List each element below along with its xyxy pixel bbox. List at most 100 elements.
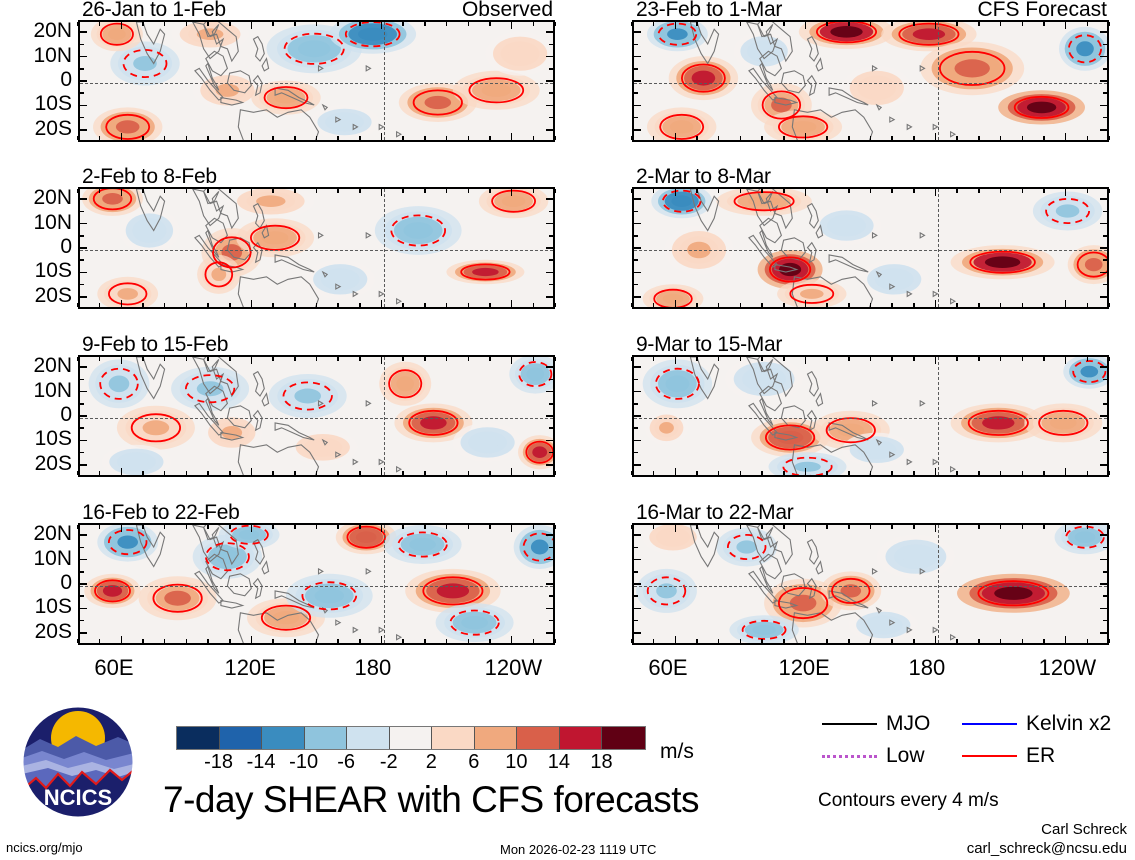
x-tick xyxy=(761,303,763,307)
er-contours xyxy=(99,22,525,140)
x-tick xyxy=(652,136,655,140)
x-tick xyxy=(120,189,123,196)
y-tick xyxy=(634,198,641,200)
x-tick xyxy=(869,22,872,26)
y-tick xyxy=(634,55,641,58)
y-tick xyxy=(1103,68,1107,70)
x-tick xyxy=(142,136,144,140)
y-tick xyxy=(1100,558,1107,561)
x-tick xyxy=(978,525,980,529)
y-tick xyxy=(549,210,553,213)
x-tick xyxy=(631,471,633,475)
y-tick xyxy=(549,259,553,261)
ncics-logo[interactable]: NCICS xyxy=(22,706,134,818)
shear-field-obs-2 xyxy=(80,189,553,307)
er-contours xyxy=(655,360,1107,475)
x-tick xyxy=(337,136,339,140)
y-tick xyxy=(1103,116,1107,119)
panel-obs-3: 9-Feb to 15-Feb xyxy=(77,333,556,477)
x-tick xyxy=(804,468,807,475)
x-tick xyxy=(913,357,915,361)
y-tick xyxy=(80,235,84,237)
x-tick xyxy=(869,471,872,475)
y-tick xyxy=(80,283,84,286)
y-tick xyxy=(634,31,641,33)
panel-obs-4: 16-Feb to 22-Feb xyxy=(77,501,556,645)
x-tick xyxy=(120,357,123,364)
x-tick xyxy=(913,22,915,26)
x-tick xyxy=(380,189,383,196)
x-tick xyxy=(510,468,513,475)
y-tick xyxy=(549,235,553,237)
x-tick xyxy=(510,189,513,196)
y-tick-label: 10S xyxy=(34,92,72,116)
x-tick xyxy=(120,133,123,140)
y-tick-label: 10N xyxy=(33,546,72,570)
x-tick xyxy=(359,525,361,529)
equator-line xyxy=(80,418,553,419)
x-tick xyxy=(315,639,318,643)
x-tick xyxy=(783,303,785,307)
x-tick xyxy=(1086,471,1089,475)
colorbar-tick-label: -18 xyxy=(204,751,233,773)
x-tick xyxy=(761,525,763,529)
x-tick xyxy=(869,639,872,643)
x-tick xyxy=(337,471,339,475)
y-tick xyxy=(1100,464,1107,466)
x-tick xyxy=(337,303,339,307)
legend-label-low: Low xyxy=(886,744,925,767)
x-tick xyxy=(956,357,958,361)
footer-email[interactable]: carl_schreck@ncsu.edu xyxy=(966,840,1127,857)
x-tick xyxy=(98,471,101,475)
x-tick xyxy=(1108,471,1110,475)
x-tick xyxy=(696,303,698,307)
dateline-180 xyxy=(383,357,385,475)
x-tick xyxy=(294,525,296,529)
x-tick xyxy=(934,468,937,475)
y-tick-label: 10N xyxy=(33,43,72,67)
y-tick xyxy=(634,534,641,536)
x-tick xyxy=(185,22,188,26)
er-contours xyxy=(646,525,1105,640)
dateline-180 xyxy=(383,22,385,140)
colorbar-swatch-5 xyxy=(389,727,433,749)
footer-site-link[interactable]: ncics.org/mjo xyxy=(6,840,83,855)
x-tick xyxy=(913,471,915,475)
colorbar-swatch-1 xyxy=(219,727,263,749)
x-tick xyxy=(1064,636,1067,643)
x-tick-label: 180 xyxy=(354,655,392,680)
x-tick xyxy=(696,357,698,361)
dateline-180 xyxy=(383,525,385,643)
legend-item-kelvin: Kelvin x2 xyxy=(962,712,1111,736)
x-tick xyxy=(250,636,253,643)
y-tick xyxy=(1103,92,1107,94)
y-tick xyxy=(549,595,553,597)
x-tick xyxy=(489,357,491,361)
x-tick xyxy=(1108,22,1110,26)
y-tick xyxy=(80,43,84,46)
y-tick xyxy=(549,571,553,573)
x-tick xyxy=(489,136,491,140)
y-tick xyxy=(546,632,553,634)
y-tick xyxy=(1103,427,1107,429)
plot-area-fcst-2 xyxy=(632,187,1109,309)
x-tick xyxy=(826,357,828,361)
y-tick xyxy=(80,583,87,585)
x-tick xyxy=(848,357,850,361)
x-tick xyxy=(848,189,850,193)
x-tick xyxy=(380,22,383,29)
x-tick xyxy=(229,303,231,307)
x-tick xyxy=(315,357,318,361)
x-tick xyxy=(98,22,101,26)
x-tick xyxy=(315,471,318,475)
x-tick xyxy=(142,189,144,193)
x-tick xyxy=(185,471,188,475)
x-tick xyxy=(142,357,144,361)
y-tick xyxy=(1100,104,1107,107)
x-tick xyxy=(424,357,426,361)
x-tick xyxy=(674,300,677,307)
x-tick xyxy=(1021,136,1024,140)
x-tick xyxy=(631,136,633,140)
panel-title-fcst-2: 2-Mar to 8-Mar xyxy=(636,165,771,188)
x-tick xyxy=(207,639,209,643)
